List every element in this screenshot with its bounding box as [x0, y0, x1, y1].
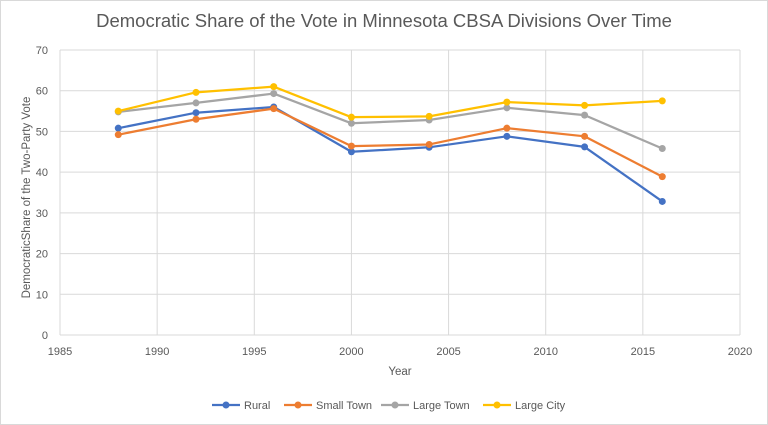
- data-point: [581, 143, 589, 151]
- data-point: [503, 124, 511, 132]
- y-tick-label: 60: [36, 86, 48, 98]
- legend-item-large-city: Large City: [483, 400, 566, 412]
- x-tick-label: 2005: [436, 346, 460, 358]
- legend-label: Rural: [244, 400, 270, 412]
- data-point: [347, 119, 355, 127]
- x-tick-label: 2020: [728, 346, 752, 358]
- series-large-city: [114, 83, 666, 121]
- legend-label: Large City: [515, 400, 566, 412]
- y-tick-label: 40: [36, 167, 48, 179]
- legend-marker: [222, 401, 230, 409]
- series-group: [114, 83, 666, 205]
- legend-label: Large Town: [413, 400, 470, 412]
- data-point: [114, 124, 122, 132]
- data-point: [503, 104, 511, 112]
- y-tick-label: 50: [36, 126, 48, 138]
- x-tick-label: 1990: [145, 346, 169, 358]
- series-line: [118, 105, 663, 203]
- legend: Rural Small Town Large Town Large City: [212, 400, 566, 412]
- legend-item-small-town: Small Town: [284, 400, 372, 412]
- data-point: [503, 132, 511, 140]
- data-point: [658, 145, 666, 153]
- gridlines: [59, 49, 741, 336]
- data-point: [192, 88, 200, 96]
- legend-label: Small Town: [316, 400, 372, 412]
- data-point: [658, 97, 666, 105]
- legend-marker: [391, 401, 399, 409]
- data-point: [658, 173, 666, 181]
- data-point: [347, 142, 355, 150]
- x-axis-label: Year: [388, 366, 411, 378]
- x-tick-label: 1995: [242, 346, 266, 358]
- x-tick-label: 1985: [48, 346, 72, 358]
- data-point: [581, 111, 589, 119]
- legend-item-rural: Rural: [212, 400, 270, 412]
- x-tick-label: 2015: [631, 346, 655, 358]
- data-point: [192, 99, 200, 107]
- data-point: [347, 113, 355, 121]
- legend-marker: [294, 401, 302, 409]
- x-tick-label: 2000: [339, 346, 363, 358]
- data-point: [658, 197, 666, 205]
- legend-marker: [493, 401, 501, 409]
- series-line: [118, 85, 663, 119]
- data-point: [114, 107, 122, 115]
- data-point: [270, 105, 278, 113]
- data-point: [347, 148, 355, 156]
- y-axis-ticks: 0 10 20 30 40 50 60 70: [36, 45, 48, 342]
- x-axis-ticks: 1985 1990 1995 2000 2005 2010 2015 2020: [48, 346, 752, 358]
- data-point: [425, 112, 433, 120]
- data-point: [425, 140, 433, 148]
- data-point: [581, 101, 589, 109]
- data-point: [192, 109, 200, 117]
- y-tick-label: 30: [36, 208, 48, 220]
- y-tick-label: 0: [42, 330, 48, 342]
- data-point: [192, 115, 200, 123]
- y-tick-label: 20: [36, 249, 48, 261]
- series-large-town: [114, 90, 666, 153]
- chart-title: Democratic Share of the Vote in Minnesot…: [96, 10, 672, 31]
- y-tick-label: 70: [36, 45, 48, 57]
- y-axis-label: DemocraticShare of the Two-Party Vote: [21, 97, 33, 299]
- data-point: [114, 131, 122, 139]
- data-point: [581, 132, 589, 140]
- x-tick-label: 2010: [533, 346, 557, 358]
- data-point: [270, 83, 278, 91]
- y-tick-label: 10: [36, 289, 48, 301]
- legend-item-large-town: Large Town: [381, 400, 470, 412]
- data-point: [503, 98, 511, 106]
- series-line: [118, 107, 663, 178]
- series-line: [118, 92, 663, 150]
- data-point: [270, 90, 278, 98]
- series-small-town: [114, 105, 666, 181]
